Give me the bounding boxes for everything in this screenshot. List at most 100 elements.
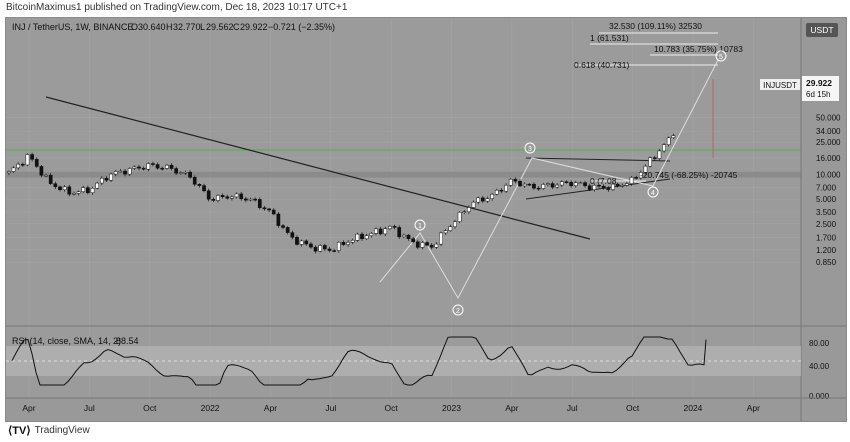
fib-label-0618: 0.618 (40.731) bbox=[574, 60, 629, 70]
candle bbox=[504, 183, 508, 193]
candle bbox=[160, 166, 165, 171]
candle bbox=[443, 229, 448, 236]
candle bbox=[369, 232, 374, 238]
low-label: L bbox=[200, 22, 205, 32]
candle bbox=[522, 182, 527, 189]
candle bbox=[550, 181, 555, 190]
candle bbox=[597, 184, 601, 189]
price-tick-label: 3.500 bbox=[816, 208, 837, 217]
candle bbox=[401, 233, 406, 239]
candle bbox=[276, 211, 281, 228]
candle bbox=[634, 175, 639, 180]
price-tick-label: 0.850 bbox=[816, 258, 837, 267]
change-value: −0.721 (−2.35%) bbox=[268, 22, 335, 32]
candle bbox=[425, 241, 429, 247]
candle bbox=[564, 180, 569, 184]
price-tick-label: 1.700 bbox=[816, 234, 837, 243]
rsi-line bbox=[11, 336, 707, 386]
candle bbox=[657, 148, 662, 161]
candle bbox=[39, 164, 44, 178]
candle bbox=[48, 173, 53, 185]
candle bbox=[392, 224, 397, 230]
candle bbox=[53, 181, 58, 189]
candle bbox=[490, 192, 494, 201]
candle bbox=[439, 231, 443, 246]
price-tick-label: 34.000 bbox=[816, 127, 841, 136]
candle bbox=[518, 179, 522, 188]
candle bbox=[123, 169, 127, 177]
candle bbox=[188, 170, 192, 179]
high-label: H bbox=[166, 22, 173, 32]
candle bbox=[374, 227, 378, 236]
candle bbox=[546, 182, 550, 187]
chart-panel[interactable]: 32.530 (109.11%) 32530 1 (61.531) 10.783… bbox=[5, 17, 847, 422]
price-ticks: 50.000 34.000 25.000 16.000 10.000 7.000 5.000… bbox=[816, 113, 841, 267]
candle bbox=[448, 224, 453, 232]
candle bbox=[336, 241, 341, 253]
wave-1-label: 1 bbox=[418, 223, 422, 230]
candle bbox=[113, 169, 118, 177]
candle bbox=[239, 191, 244, 201]
candle bbox=[555, 183, 560, 189]
time-tick-label: Apr bbox=[747, 403, 760, 413]
candle bbox=[606, 186, 611, 192]
candle bbox=[95, 181, 100, 190]
candle bbox=[62, 185, 67, 192]
fib-label-32530: 32.530 (109.11%) 32530 bbox=[609, 21, 702, 31]
candle bbox=[662, 142, 666, 153]
time-tick-label: Jul bbox=[567, 403, 578, 413]
time-tick-label: Apr bbox=[505, 403, 518, 413]
candle bbox=[299, 239, 304, 247]
chart-bg bbox=[6, 18, 801, 398]
candle bbox=[271, 208, 276, 216]
candle bbox=[364, 233, 369, 241]
close-label: C bbox=[233, 22, 240, 32]
candle bbox=[169, 163, 174, 171]
candlestick-series bbox=[7, 133, 676, 254]
currency-badge[interactable] bbox=[806, 23, 838, 37]
candle bbox=[285, 226, 290, 235]
candle bbox=[625, 181, 629, 187]
candle bbox=[304, 239, 309, 246]
footer: ⟨TV⟩ TradingView bbox=[8, 424, 90, 437]
chart-svg[interactable]: 32.530 (109.11%) 32530 1 (61.531) 10.783… bbox=[6, 18, 846, 421]
candle bbox=[508, 177, 513, 187]
close-value: 29.922 bbox=[240, 22, 268, 32]
candle bbox=[494, 188, 499, 196]
candle bbox=[76, 190, 81, 196]
wave-5-label: 5 bbox=[719, 54, 723, 61]
last-price-tag bbox=[802, 76, 839, 101]
candle bbox=[220, 193, 225, 199]
wave-4-label: 4 bbox=[651, 190, 655, 197]
descending-resistance-line bbox=[45, 96, 591, 240]
candle bbox=[104, 176, 109, 182]
candle bbox=[155, 162, 160, 170]
candle bbox=[355, 232, 360, 242]
candle bbox=[174, 166, 179, 176]
candle bbox=[388, 225, 392, 231]
wave-3-label: 3 bbox=[528, 146, 532, 153]
candle bbox=[151, 161, 155, 167]
candle bbox=[141, 166, 146, 171]
candle bbox=[615, 182, 620, 188]
candle bbox=[244, 196, 248, 203]
symbol-tag-text: INJUSDT bbox=[763, 81, 797, 90]
rsi-value: 88.54 bbox=[116, 336, 139, 346]
candle bbox=[378, 226, 383, 236]
candle bbox=[415, 239, 420, 250]
triangle-upper-line bbox=[525, 157, 671, 162]
candle bbox=[480, 195, 485, 203]
candle bbox=[587, 183, 592, 192]
wave-2-label: 2 bbox=[456, 308, 460, 315]
time-tick-label: Oct bbox=[626, 403, 640, 413]
low-value: 29.562 bbox=[206, 22, 234, 32]
candle bbox=[666, 136, 671, 147]
wave-marker-1: 1 bbox=[414, 219, 426, 231]
price-tick-label: 2.500 bbox=[816, 220, 837, 229]
candle bbox=[467, 205, 471, 214]
candle bbox=[34, 157, 39, 168]
candle bbox=[197, 183, 202, 188]
candle bbox=[137, 164, 141, 171]
candle bbox=[206, 188, 211, 202]
time-axis[interactable]: Apr Jul Oct 2022 Apr Jul Oct 2023 Apr Jul Oct 2024 A… bbox=[22, 403, 760, 413]
